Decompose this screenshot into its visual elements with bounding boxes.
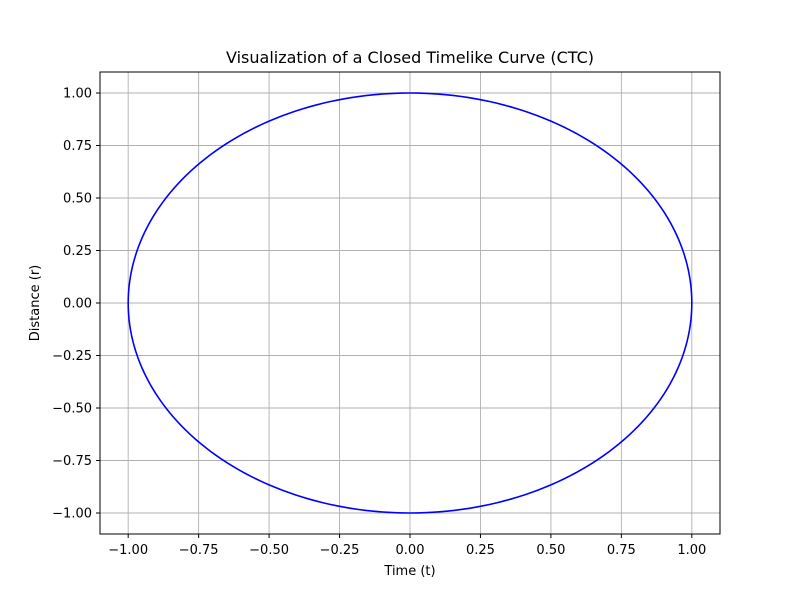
x-tick-label: 0.00 xyxy=(396,543,425,558)
x-tick-label: 0.50 xyxy=(536,543,565,558)
y-tick-label: −0.75 xyxy=(52,454,92,469)
grid xyxy=(100,72,720,534)
y-tick-label: 0.25 xyxy=(63,244,92,259)
x-tick-label: 1.00 xyxy=(677,543,706,558)
x-tick-label: −0.25 xyxy=(320,543,360,558)
y-tick-label: 0.00 xyxy=(63,297,92,312)
y-tick-label: 0.50 xyxy=(63,192,92,207)
y-tick-label: 0.75 xyxy=(63,139,92,154)
y-tick-label: −1.00 xyxy=(52,507,92,522)
x-tick-label: −0.75 xyxy=(179,543,219,558)
x-tick-label: −0.50 xyxy=(249,543,289,558)
x-tick-label: −1.00 xyxy=(108,543,148,558)
plot-area xyxy=(127,92,693,514)
x-axis-ticks: −1.00 −0.75 −0.50 −0.25 0.00 0.25 0.50 0.75 1.00 xyxy=(108,534,706,558)
ctc-curve-line xyxy=(127,92,693,514)
y-axis-label: Distance (r) xyxy=(28,265,43,341)
chart-title: Visualization of a Closed Timelike Curve… xyxy=(226,48,594,67)
y-tick-label: −0.50 xyxy=(52,402,92,417)
y-tick-label: −0.25 xyxy=(52,349,92,364)
y-tick-label: 1.00 xyxy=(63,87,92,102)
x-tick-label: 0.75 xyxy=(607,543,636,558)
y-axis-ticks: 1.00 0.75 0.50 0.25 0.00 −0.25 −0.50 −0.75 −1.00 xyxy=(52,87,100,522)
x-axis-label: Time (t) xyxy=(383,564,435,579)
x-tick-label: 0.25 xyxy=(466,543,495,558)
